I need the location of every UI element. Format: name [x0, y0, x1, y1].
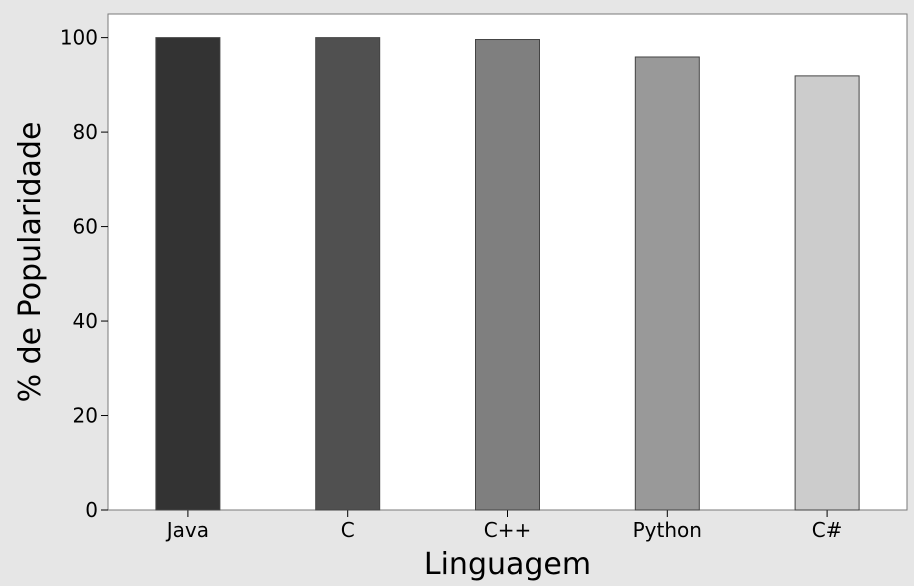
y-axis-label: % de Popularidade [13, 122, 48, 403]
y-tick-label: 40 [73, 309, 98, 333]
y-tick-label: 20 [73, 404, 98, 428]
bar-c [315, 37, 381, 511]
y-tick-label: 60 [73, 215, 98, 239]
bar-cplusplus [475, 39, 540, 511]
x-axis: Java C C++ Python C# [165, 510, 843, 542]
y-tick-label: 100 [60, 26, 98, 50]
y-tick-label: 0 [85, 498, 98, 522]
x-tick-label: Java [165, 518, 209, 542]
bar-csharp [794, 75, 860, 511]
x-tick-label: C# [812, 518, 843, 542]
bars [155, 37, 860, 511]
y-axis: 0 20 40 60 80 100 [60, 26, 108, 522]
bar-python [634, 56, 700, 511]
x-axis-label: Linguagem [424, 547, 591, 582]
x-tick-label: Python [633, 518, 702, 542]
bar-java [155, 37, 221, 511]
x-tick-label: C [341, 518, 355, 542]
x-tick-label: C++ [484, 518, 531, 542]
y-tick-label: 80 [73, 120, 98, 144]
